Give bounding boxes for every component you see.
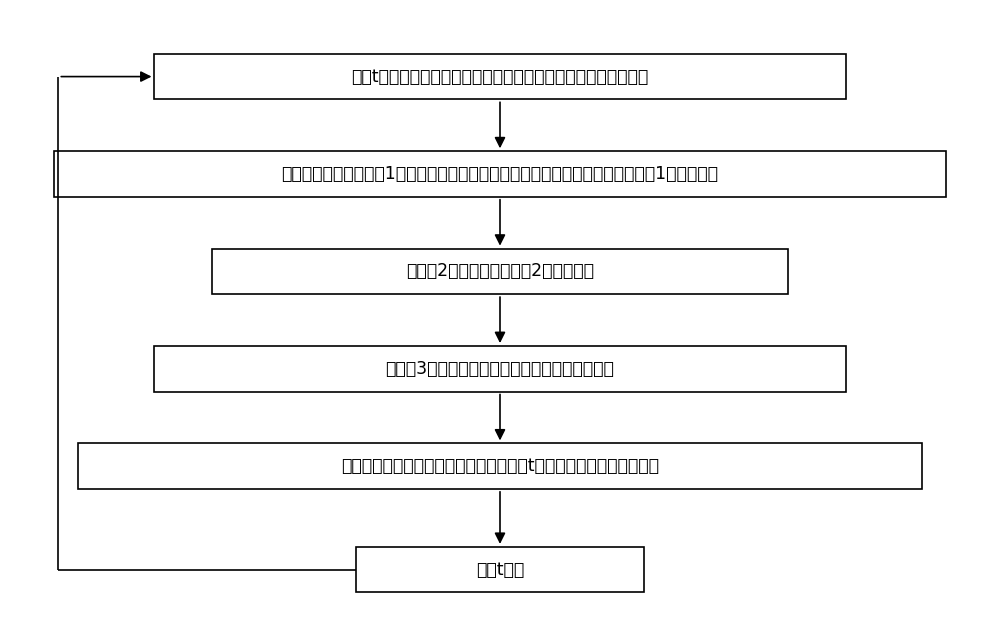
Bar <box>154 54 846 100</box>
Text: 进行第2次迭代，得到节点2的节点碳势: 进行第2次迭代，得到节点2的节点碳势 <box>406 262 594 280</box>
Bar <box>212 249 788 294</box>
Bar <box>54 151 946 197</box>
Text: 获取t时刻初始状况下的发电机组中碳势已知节点及其的节点碳势: 获取t时刻初始状况下的发电机组中碳势已知节点及其的节点碳势 <box>351 68 649 86</box>
Text: 更改t的值: 更改t的值 <box>476 560 524 579</box>
Text: 根据全部节点的节点碳势，进而计算得到t时刻全系统的碳排放流指标: 根据全部节点的节点碳势，进而计算得到t时刻全系统的碳排放流指标 <box>341 457 659 475</box>
Bar <box>78 443 922 489</box>
Text: 进行第3至最末次迭代，得到全部节点的节点碳势: 进行第3至最末次迭代，得到全部节点的节点碳势 <box>386 359 614 378</box>
Bar <box>154 346 846 392</box>
Bar <box>356 547 644 592</box>
Text: 进行首次迭代，即节点1的计算单元与碳势已知节点上的计算单元通信，获得节点1的节点碳势: 进行首次迭代，即节点1的计算单元与碳势已知节点上的计算单元通信，获得节点1的节点… <box>282 165 718 183</box>
